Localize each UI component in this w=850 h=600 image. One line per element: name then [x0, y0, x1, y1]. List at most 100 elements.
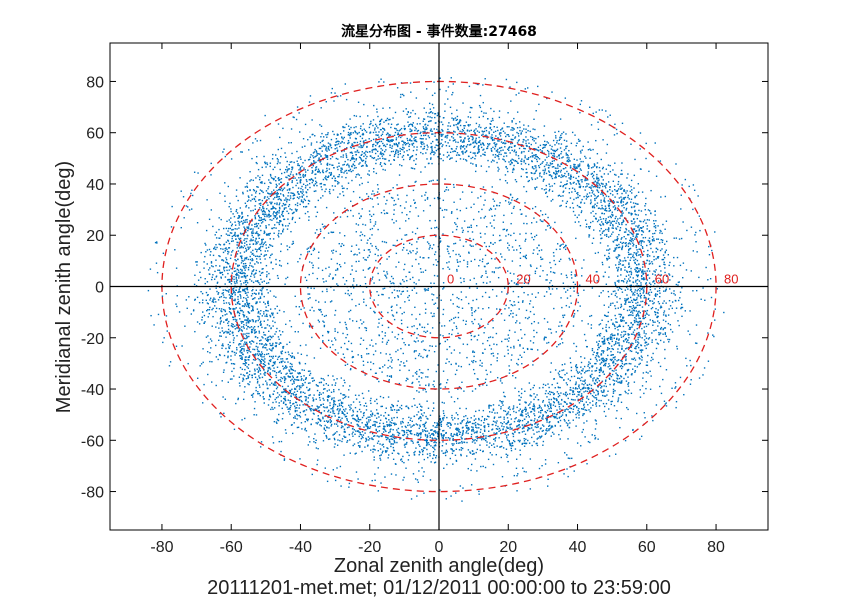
scatter-point	[655, 404, 658, 406]
scatter-point	[272, 442, 275, 444]
scatter-point	[559, 438, 561, 440]
scatter-point	[648, 294, 651, 296]
scatter-point	[668, 308, 670, 310]
scatter-point	[459, 119, 461, 121]
scatter-point	[312, 264, 314, 267]
scatter-point	[513, 128, 515, 130]
scatter-point	[456, 118, 458, 121]
scatter-point	[305, 344, 307, 346]
scatter-point	[665, 289, 667, 291]
scatter-point	[625, 192, 627, 194]
scatter-point	[384, 450, 387, 452]
scatter-point	[416, 414, 418, 416]
scatter-point	[499, 399, 501, 402]
scatter-point	[425, 349, 427, 351]
scatter-point	[280, 243, 282, 245]
scatter-point	[283, 311, 285, 313]
scatter-point	[226, 262, 229, 265]
scatter-point	[614, 205, 616, 207]
scatter-point	[481, 260, 484, 263]
scatter-point	[323, 321, 325, 323]
scatter-point	[422, 257, 424, 259]
scatter-point	[610, 221, 612, 223]
scatter-point	[230, 362, 233, 365]
scatter-point	[358, 260, 360, 263]
scatter-point	[606, 190, 609, 193]
scatter-point	[429, 452, 431, 455]
scatter-point	[390, 422, 393, 424]
scatter-point	[594, 203, 596, 205]
scatter-point	[227, 356, 229, 359]
scatter-point	[515, 94, 517, 96]
scatter-point	[573, 313, 576, 315]
scatter-point	[382, 396, 385, 399]
scatter-point	[341, 406, 344, 408]
scatter-point	[325, 435, 328, 438]
scatter-point	[627, 288, 629, 290]
scatter-point	[239, 318, 241, 320]
scatter-point	[253, 254, 255, 256]
scatter-point	[580, 379, 582, 382]
scatter-point	[487, 323, 489, 325]
scatter-point	[690, 270, 692, 272]
scatter-point	[274, 361, 276, 363]
scatter-point	[579, 140, 581, 142]
scatter-point	[232, 334, 234, 337]
scatter-point	[603, 314, 606, 316]
scatter-point	[350, 292, 352, 295]
scatter-point	[487, 423, 489, 425]
scatter-point	[446, 245, 449, 247]
scatter-point	[498, 404, 500, 407]
scatter-point	[338, 404, 341, 407]
scatter-point	[525, 401, 527, 404]
scatter-point	[625, 227, 627, 230]
scatter-point	[275, 344, 278, 347]
scatter-point	[307, 169, 309, 171]
scatter-point	[544, 146, 546, 148]
scatter-point	[518, 157, 520, 160]
scatter-point	[350, 368, 352, 370]
scatter-point	[380, 435, 382, 437]
scatter-point	[636, 344, 639, 346]
scatter-point	[366, 445, 369, 447]
scatter-point	[714, 319, 716, 321]
scatter-point	[445, 135, 447, 137]
scatter-point	[264, 211, 266, 213]
scatter-point	[356, 430, 359, 433]
scatter-point	[662, 258, 665, 261]
scatter-point	[422, 356, 424, 359]
scatter-point	[555, 149, 558, 152]
scatter-point	[449, 158, 451, 160]
scatter-point	[278, 198, 281, 200]
scatter-point	[631, 192, 633, 194]
scatter-point	[387, 311, 389, 314]
scatter-point	[313, 160, 315, 162]
scatter-point	[456, 434, 459, 437]
scatter-point	[280, 395, 282, 398]
scatter-point	[575, 387, 577, 389]
scatter-point	[322, 397, 324, 400]
scatter-point	[539, 219, 542, 221]
scatter-point	[265, 306, 267, 308]
scatter-point	[644, 335, 646, 337]
scatter-point	[336, 405, 339, 408]
scatter-point	[165, 292, 167, 295]
scatter-point	[447, 250, 449, 253]
scatter-point	[615, 417, 617, 419]
scatter-point	[353, 254, 355, 256]
scatter-point	[362, 132, 364, 135]
scatter-point	[548, 170, 550, 172]
scatter-point	[289, 406, 292, 409]
scatter-point	[258, 350, 260, 353]
scatter-point	[523, 139, 525, 141]
scatter-point	[539, 409, 542, 412]
scatter-point	[227, 290, 229, 292]
scatter-point	[439, 153, 441, 155]
scatter-point	[297, 261, 299, 263]
scatter-point	[648, 263, 651, 265]
scatter-point	[304, 171, 307, 173]
scatter-point	[315, 161, 317, 164]
scatter-point	[336, 421, 339, 423]
scatter-point	[224, 314, 226, 316]
scatter-point	[496, 360, 498, 362]
